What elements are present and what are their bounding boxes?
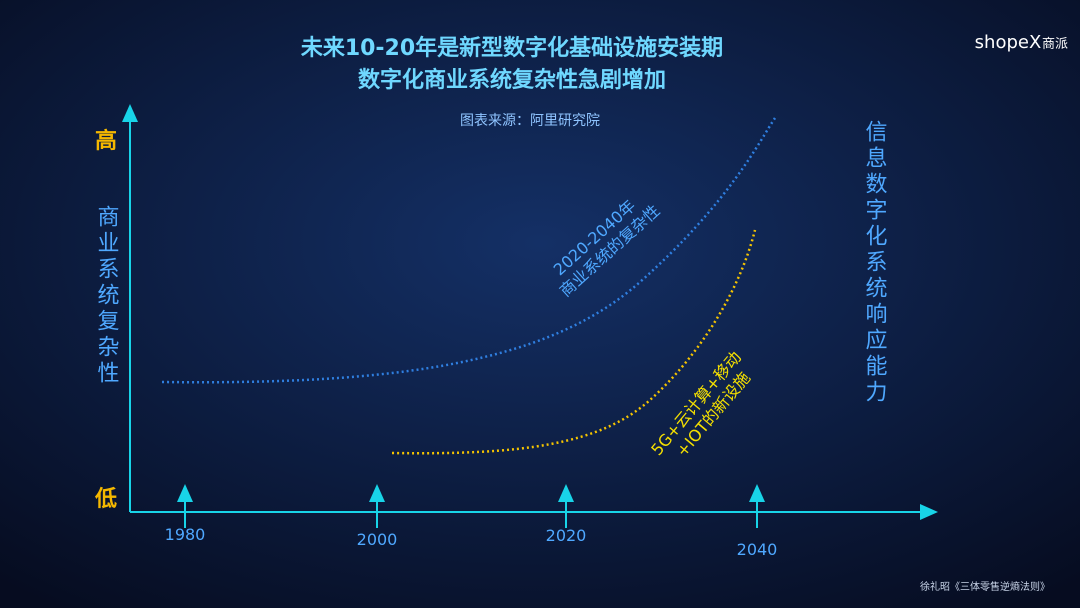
x-tick-label: 2040 <box>737 540 778 559</box>
complexity-curve <box>161 117 777 384</box>
y-low: 低 <box>94 487 117 512</box>
title-line: 未来10-20年是新型数字化基础设施安装期 <box>301 35 723 61</box>
y-high: 高 <box>95 128 117 154</box>
right-label: 信息数字化系统响应能力 <box>862 120 888 406</box>
source: 图表来源：阿里研究院 <box>460 113 600 129</box>
title-line: 数字化商业系统复杂性急剧增加 <box>358 67 666 93</box>
logo-cn: 商派 <box>1042 37 1068 52</box>
x-tick-label: 2000 <box>357 530 398 549</box>
logo-brand: shopeX <box>975 32 1042 53</box>
y-label: 商业系统复杂性 <box>94 205 120 387</box>
footer: 徐礼昭《三体零售逆熵法则》 <box>920 580 1050 593</box>
x-tick-label: 1980 <box>165 525 206 544</box>
infrastructure-curve <box>391 229 757 455</box>
x-tick-label: 2020 <box>546 526 587 545</box>
